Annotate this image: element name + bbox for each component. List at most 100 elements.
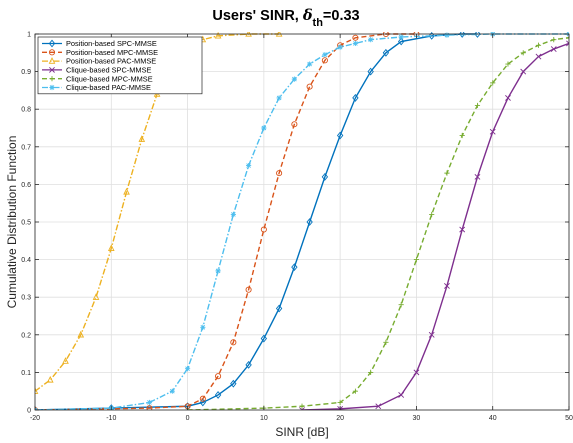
y-tick-label: 0.2 bbox=[21, 332, 31, 339]
data-point-marker bbox=[49, 84, 55, 91]
data-point-marker bbox=[550, 46, 557, 52]
data-point-marker bbox=[398, 34, 404, 40]
data-point-marker bbox=[505, 95, 511, 101]
data-point-marker bbox=[77, 330, 85, 338]
data-point-marker bbox=[459, 32, 466, 38]
data-point-marker bbox=[291, 263, 298, 272]
data-point-marker bbox=[474, 102, 481, 109]
data-point-marker bbox=[352, 388, 358, 394]
y-axis-label: Cumulative Distribution Function bbox=[5, 136, 19, 309]
series-line bbox=[35, 33, 417, 410]
series-line bbox=[35, 33, 280, 392]
legend-label: Clique-based PAC-MMSE bbox=[66, 83, 151, 92]
data-point-marker bbox=[48, 49, 56, 56]
axes: -20 -10 0 10 20 30 40 50 0 0.1 0.2 0.3 0.4 0.5 0.6 0.7 0… bbox=[5, 32, 573, 440]
data-point-marker bbox=[261, 125, 267, 131]
data-point-marker bbox=[336, 131, 344, 140]
y-tick-label: 0.5 bbox=[21, 220, 31, 227]
data-point-marker bbox=[413, 257, 420, 263]
x-tick-label: -20 bbox=[30, 415, 40, 422]
data-point-marker bbox=[199, 395, 206, 402]
x-tick-label: 40 bbox=[489, 415, 497, 422]
data-point-marker bbox=[306, 83, 313, 90]
data-point-marker bbox=[321, 172, 329, 181]
y-tick-label: 1 bbox=[27, 32, 31, 39]
data-point-marker bbox=[291, 121, 298, 128]
data-point-marker bbox=[321, 57, 328, 64]
data-point-marker bbox=[215, 373, 222, 380]
data-point-marker bbox=[337, 399, 343, 406]
data-point-marker bbox=[352, 94, 359, 102]
data-point-marker bbox=[535, 42, 542, 48]
data-point-marker bbox=[551, 37, 557, 43]
data-point-marker bbox=[535, 53, 542, 60]
data-point-marker bbox=[398, 392, 405, 398]
data-point-marker bbox=[429, 211, 435, 218]
data-point-marker bbox=[444, 283, 450, 289]
data-point-marker bbox=[368, 369, 374, 375]
data-point-marker bbox=[214, 32, 222, 39]
data-point-marker bbox=[46, 375, 54, 383]
data-point-marker bbox=[459, 132, 465, 139]
series-1 bbox=[35, 32, 481, 410]
x-tick-label: -10 bbox=[106, 415, 116, 422]
legend-label: Position-based SPC-MMSE bbox=[66, 39, 157, 48]
data-point-marker bbox=[428, 32, 435, 40]
title-delta-subscript: th bbox=[313, 17, 324, 29]
data-point-marker bbox=[566, 40, 569, 47]
data-point-marker bbox=[49, 66, 55, 73]
data-point-marker bbox=[367, 67, 374, 76]
data-point-marker bbox=[230, 211, 236, 218]
legend-label: Position-based MPC-MMSE bbox=[66, 48, 158, 57]
data-point-marker bbox=[520, 50, 526, 56]
data-point-marker bbox=[275, 304, 283, 313]
data-point-marker bbox=[474, 173, 481, 180]
data-point-marker bbox=[48, 39, 56, 48]
legend-entry: Clique-based PAC-MMSE bbox=[42, 83, 151, 92]
data-point-marker bbox=[375, 403, 382, 410]
legend-label: Clique-based MPC-MMSE bbox=[66, 74, 153, 83]
x-tick-label: 50 bbox=[565, 415, 573, 422]
data-point-marker bbox=[260, 334, 268, 343]
legend-entry: Clique-based MPC-MMSE bbox=[42, 74, 153, 83]
data-point-marker bbox=[276, 95, 282, 101]
data-point-marker bbox=[505, 61, 511, 67]
data-point-marker bbox=[398, 302, 404, 308]
data-point-marker bbox=[276, 170, 283, 177]
data-point-marker bbox=[215, 268, 221, 274]
data-point-marker bbox=[368, 37, 374, 43]
data-point-marker bbox=[138, 135, 146, 142]
data-point-marker bbox=[383, 339, 389, 345]
y-tick-label: 0.3 bbox=[21, 295, 31, 302]
data-point-marker bbox=[337, 44, 343, 50]
data-point-marker bbox=[245, 286, 252, 293]
data-point-marker bbox=[200, 324, 206, 330]
chart-title: Users' SINR, δth=0.33 bbox=[212, 7, 359, 29]
data-point-marker bbox=[459, 226, 466, 233]
data-point-marker bbox=[397, 37, 405, 46]
data-point-marker bbox=[428, 331, 435, 338]
data-point-marker bbox=[92, 293, 100, 300]
data-point-marker bbox=[49, 76, 55, 82]
data-point-marker bbox=[490, 80, 496, 86]
data-point-marker bbox=[520, 68, 527, 75]
x-tick-label: 20 bbox=[336, 415, 344, 422]
title-rest: =0.33 bbox=[323, 8, 360, 24]
y-tick-label: 0 bbox=[27, 408, 31, 415]
data-point-marker bbox=[307, 61, 313, 67]
data-point-marker bbox=[291, 76, 297, 82]
x-tick-label: 30 bbox=[413, 415, 421, 422]
data-point-marker bbox=[246, 163, 252, 169]
legend-entry: Position-based SPC-MMSE bbox=[42, 39, 157, 48]
data-point-marker bbox=[107, 244, 115, 251]
series-line bbox=[187, 37, 569, 410]
title-delta: δ bbox=[302, 7, 313, 24]
data-point-marker bbox=[566, 35, 569, 41]
y-tick-label: 0.7 bbox=[21, 144, 31, 151]
data-point-marker bbox=[489, 128, 496, 135]
data-point-marker bbox=[35, 387, 39, 394]
data-point-marker bbox=[382, 48, 390, 57]
y-tick-label: 0.9 bbox=[21, 69, 31, 76]
data-point-marker bbox=[35, 406, 39, 410]
